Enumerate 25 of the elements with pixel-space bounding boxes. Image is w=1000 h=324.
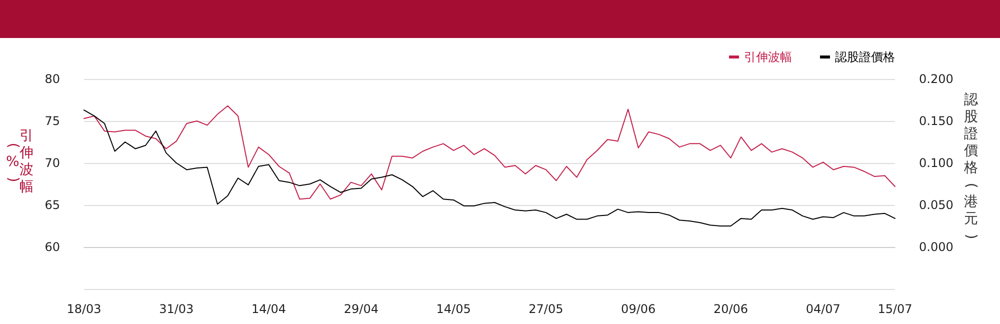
legend-label: 引伸波幅 bbox=[744, 50, 792, 64]
x-tick-label: 14/04 bbox=[251, 302, 286, 316]
y2-tick-label: 0.100 bbox=[919, 156, 954, 170]
y-tick-label: 65 bbox=[44, 198, 60, 212]
legend-label: 認股證價格 bbox=[835, 50, 895, 64]
y-tick-label: 75 bbox=[44, 114, 60, 128]
x-tick-label: 31/03 bbox=[159, 302, 194, 316]
y2-tick-label: 0.000 bbox=[919, 240, 954, 254]
y2-tick-label: 0.200 bbox=[919, 72, 954, 86]
line-series bbox=[84, 105, 896, 200]
y2-tick-label: 0.150 bbox=[919, 114, 954, 128]
y-tick-label: 70 bbox=[44, 156, 60, 170]
x-tick-label: 15/07 bbox=[878, 302, 912, 316]
y-tick-label: 80 bbox=[44, 72, 60, 86]
x-tick-label: 09/06 bbox=[621, 302, 656, 316]
y2-tick-label: 0.050 bbox=[919, 198, 954, 212]
y-tick-label: 60 bbox=[44, 240, 60, 254]
text: 認股證價格(港元) bbox=[964, 92, 980, 240]
x-tick-label: 14/05 bbox=[436, 302, 471, 316]
x-tick-label: 20/06 bbox=[713, 302, 748, 316]
x-tick-label: 18/03 bbox=[66, 302, 102, 316]
x-tick-label: 29/04 bbox=[344, 302, 378, 316]
x-tick-label: 04/07 bbox=[806, 302, 840, 316]
x-tick-label: 27/05 bbox=[528, 302, 564, 316]
line-series bbox=[84, 110, 896, 226]
